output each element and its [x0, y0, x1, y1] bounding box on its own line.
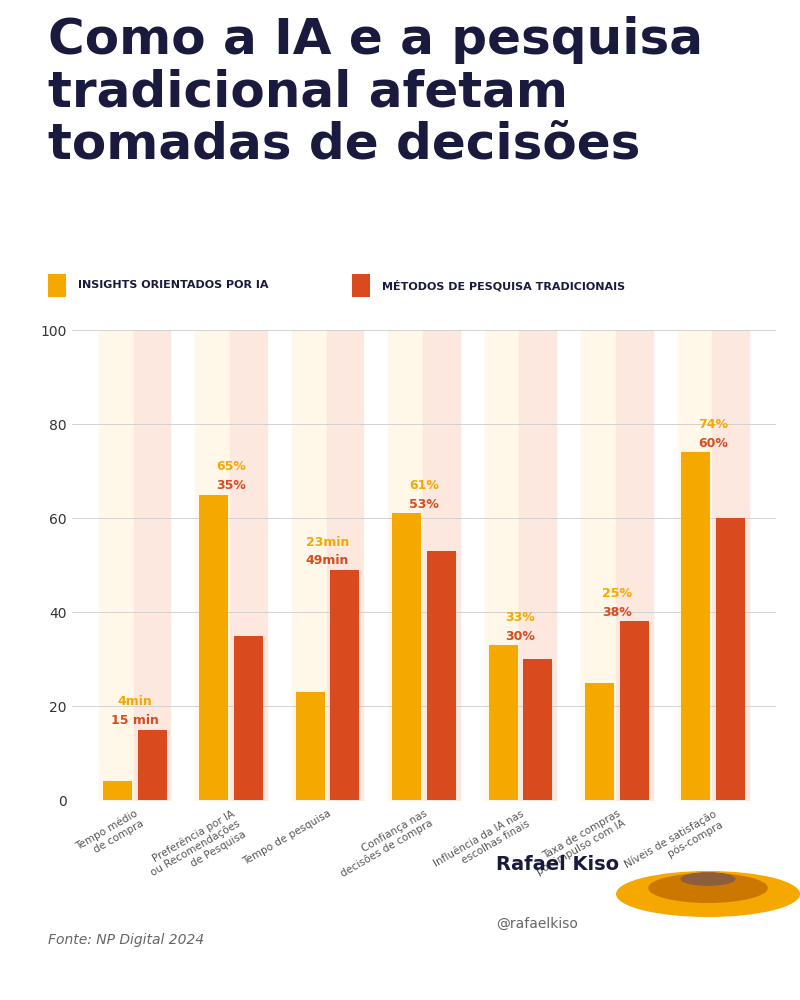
Text: MÉTODOS DE PESQUISA TRADICIONAIS: MÉTODOS DE PESQUISA TRADICIONAIS	[382, 280, 625, 291]
Bar	[138, 730, 166, 800]
Bar	[620, 621, 649, 800]
Text: 65%: 65%	[216, 460, 246, 473]
Bar	[716, 518, 745, 800]
Text: 4min: 4min	[118, 695, 152, 708]
Bar	[489, 645, 518, 800]
Text: @rafaelkiso: @rafaelkiso	[496, 917, 578, 931]
Text: 60%: 60%	[698, 437, 728, 450]
Bar	[523, 659, 552, 800]
Text: Fonte: NP Digital 2024: Fonte: NP Digital 2024	[48, 933, 204, 947]
Text: 49min: 49min	[306, 554, 350, 567]
Text: 38%: 38%	[602, 606, 632, 619]
Text: 30%: 30%	[506, 630, 535, 643]
Text: 61%: 61%	[409, 479, 439, 492]
Bar	[392, 513, 421, 800]
Text: 33%: 33%	[506, 611, 535, 624]
Text: 15 min: 15 min	[110, 714, 158, 727]
Bar	[682, 452, 710, 800]
Bar	[352, 274, 370, 297]
Text: Como a IA e a pesquisa
tradicional afetam
tomadas de decisões: Como a IA e a pesquisa tradicional afeta…	[48, 16, 703, 168]
Bar	[330, 570, 359, 800]
Bar	[199, 495, 228, 800]
Text: 53%: 53%	[409, 498, 439, 511]
Bar	[48, 274, 66, 297]
Text: 74%: 74%	[698, 418, 728, 431]
Bar	[103, 781, 132, 800]
Bar	[585, 682, 614, 800]
Text: 23min: 23min	[306, 536, 350, 549]
Bar	[296, 692, 325, 800]
Text: 25%: 25%	[602, 587, 632, 600]
Bar	[427, 551, 456, 800]
Text: Rafael Kiso: Rafael Kiso	[496, 854, 619, 874]
Text: 35%: 35%	[216, 479, 246, 492]
Circle shape	[616, 871, 800, 917]
Circle shape	[648, 873, 768, 903]
Text: INSIGHTS ORIENTADOS POR IA: INSIGHTS ORIENTADOS POR IA	[78, 280, 268, 290]
Bar	[234, 636, 263, 800]
Circle shape	[680, 872, 736, 886]
